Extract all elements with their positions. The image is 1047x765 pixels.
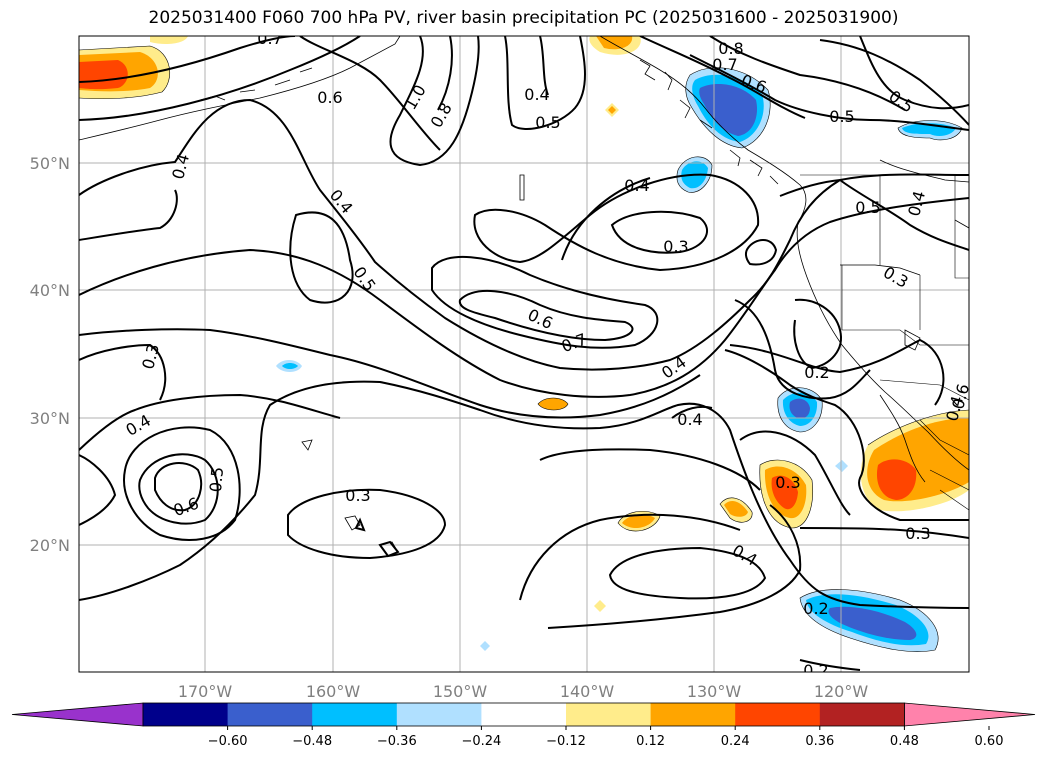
svg-text:0.5: 0.5 xyxy=(855,198,880,217)
precip-outlines xyxy=(79,45,969,652)
svg-text:0.2: 0.2 xyxy=(803,599,828,618)
colorbar-tick-label: −0.24 xyxy=(461,734,501,749)
lon-label: 150°W xyxy=(433,682,488,701)
colorbar-segment xyxy=(312,703,398,726)
colorbar-segment xyxy=(227,703,313,726)
map-frame xyxy=(78,35,970,673)
svg-text:0.5: 0.5 xyxy=(535,113,560,132)
svg-text:0.6: 0.6 xyxy=(948,382,973,412)
svg-text:0.3: 0.3 xyxy=(775,473,800,492)
chart-title: 2025031400 F060 700 hPa PV, river basin … xyxy=(148,8,899,28)
colorbar-segment xyxy=(481,703,567,726)
colorbar-segment xyxy=(396,703,482,726)
colorbar-tick-label: −0.60 xyxy=(208,734,248,749)
colorbar-tick-label: −0.36 xyxy=(377,734,417,749)
lat-label: 30°N xyxy=(30,409,70,428)
svg-text:0.4: 0.4 xyxy=(524,85,549,104)
longitude-labels: 170°W 160°W 150°W 140°W 130°W 120°W xyxy=(178,682,869,701)
colorbar-tick-label: 0.12 xyxy=(636,734,665,749)
lat-label: 20°N xyxy=(30,536,70,555)
colorbar-extend-min xyxy=(11,702,144,727)
colorbar-tick-label: 0.24 xyxy=(721,734,750,749)
colorbar-segment xyxy=(566,703,652,726)
svg-text:0.3: 0.3 xyxy=(905,524,930,543)
colorbar-segment xyxy=(143,703,229,726)
precip-positive-areas xyxy=(79,36,969,612)
lon-label: 120°W xyxy=(814,682,869,701)
colorbar-segment xyxy=(650,703,736,726)
lat-label: 50°N xyxy=(30,154,70,173)
colorbar-tick-label: 0.36 xyxy=(805,734,834,749)
lon-label: 130°W xyxy=(687,682,742,701)
colorbar: −0.60 −0.48 −0.36 −0.24 −0.12 0.12 0.24 0.36 0.4… xyxy=(11,702,1036,749)
lon-label: 170°W xyxy=(178,682,233,701)
svg-text:0.2: 0.2 xyxy=(804,363,829,382)
colorbar-tick-label: −0.48 xyxy=(292,734,332,749)
svg-text:0.6: 0.6 xyxy=(317,88,342,107)
svg-text:0.8: 0.8 xyxy=(718,39,743,58)
latitude-labels: 50°N 40°N 30°N 20°N xyxy=(30,154,70,555)
svg-text:0.4: 0.4 xyxy=(677,410,702,429)
svg-text:0.7: 0.7 xyxy=(712,55,737,74)
svg-text:0.3: 0.3 xyxy=(345,486,370,505)
svg-text:0.3: 0.3 xyxy=(663,237,688,256)
colorbar-outline xyxy=(142,702,905,727)
colorbar-segment xyxy=(819,703,905,726)
colorbar-segment xyxy=(735,703,821,726)
colorbar-extend-max xyxy=(904,702,1036,727)
svg-text:0.5: 0.5 xyxy=(206,466,227,493)
map-background xyxy=(79,36,969,672)
lon-label: 140°W xyxy=(560,682,615,701)
graticule xyxy=(79,36,969,672)
colorbar-tick-label: 0.60 xyxy=(975,734,1004,749)
svg-text:0.4: 0.4 xyxy=(624,176,649,195)
pv-contours xyxy=(79,36,969,671)
colorbar-tick-label: −0.12 xyxy=(546,734,586,749)
map-content: 0.7 0.6 1.0 0.8 0.4 0.5 0.8 0.7 0.6 0.5 … xyxy=(79,29,973,680)
svg-text:0.7: 0.7 xyxy=(257,29,282,48)
svg-text:0.5: 0.5 xyxy=(829,107,854,126)
lat-label: 40°N xyxy=(30,281,70,300)
lon-label: 160°W xyxy=(306,682,361,701)
colorbar-tick-label: 0.48 xyxy=(890,734,919,749)
svg-text:0.2: 0.2 xyxy=(803,661,828,680)
